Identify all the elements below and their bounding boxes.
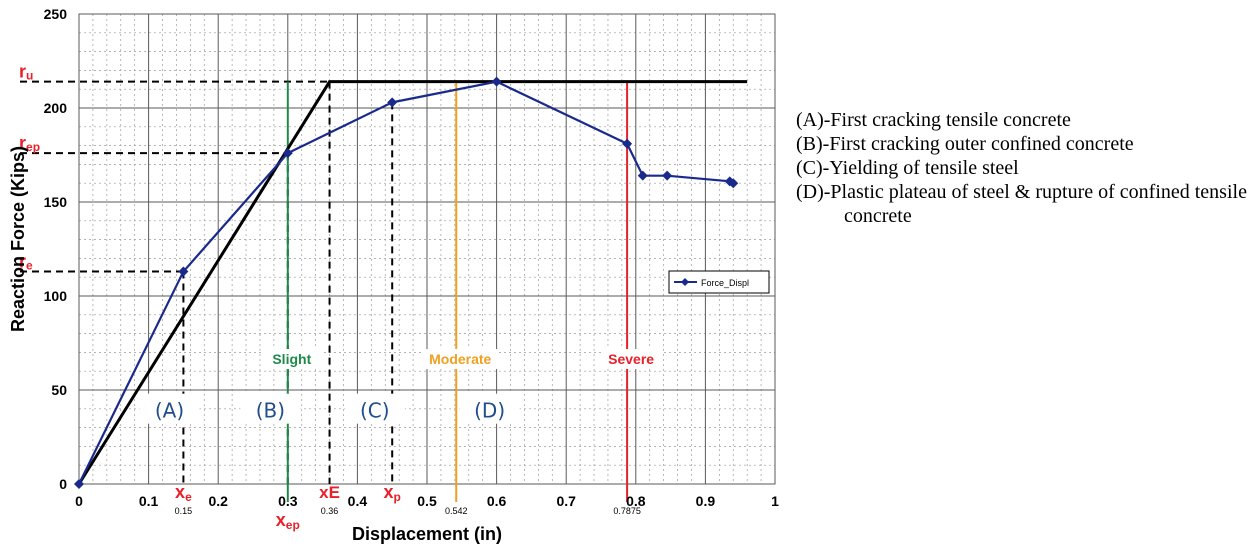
x-tick-label: 0.9 bbox=[696, 493, 716, 509]
y-tick-label: 200 bbox=[44, 100, 68, 116]
x-marker-xE: xE bbox=[319, 483, 340, 502]
damage-label-bg bbox=[422, 349, 499, 370]
data-point bbox=[491, 76, 502, 87]
x-marker-xe: xe bbox=[175, 482, 192, 504]
x-tick-label: 0.3 bbox=[278, 493, 298, 509]
y-tick-label: 100 bbox=[44, 288, 68, 304]
x-marker-xep: xep bbox=[276, 510, 300, 532]
x-tick-label: 0.2 bbox=[208, 493, 228, 509]
damage-label-severe: Severe bbox=[608, 351, 654, 367]
x-tick-label: 0.5 bbox=[417, 493, 437, 509]
y-marker-main: r bbox=[19, 133, 26, 153]
damage-label-bg bbox=[601, 349, 662, 370]
x-marker-sub: e bbox=[185, 490, 192, 504]
x-tick-label: 0.8 bbox=[626, 493, 646, 509]
x-marker-value: 0.36 bbox=[321, 506, 339, 516]
y-marker-sub: e bbox=[26, 259, 33, 273]
x-marker-sub: p bbox=[394, 490, 401, 504]
y-marker-ru: ru bbox=[19, 62, 33, 83]
note-a: (A)-First cracking tensile concrete bbox=[796, 109, 1071, 131]
data-point bbox=[282, 148, 293, 159]
note-c: (C)-Yielding of tensile steel bbox=[796, 157, 1019, 179]
x-tick-label: 0.1 bbox=[139, 493, 159, 509]
region-label: (B) bbox=[256, 399, 285, 423]
y-tick-label: 0 bbox=[59, 476, 67, 492]
y-tick-label: 250 bbox=[44, 6, 68, 22]
data-point bbox=[74, 479, 84, 489]
y-marker-rep: rep bbox=[19, 133, 40, 154]
x-tick-label: 0.4 bbox=[348, 493, 368, 509]
x-marker-main: x bbox=[384, 482, 394, 502]
region-label-bg bbox=[240, 393, 301, 424]
y-marker-sub: ep bbox=[26, 140, 40, 154]
data-point bbox=[178, 266, 189, 277]
x-marker-sub: ep bbox=[286, 518, 300, 532]
tick-labels: 0 0.1 0.2 0.3 0.4 0.5 0.6 0.7 0.8 0.9 1 0 50 100 150 20… bbox=[44, 6, 779, 509]
data-point bbox=[728, 178, 739, 189]
x-tick-label: 0.6 bbox=[487, 493, 507, 509]
x-tick-label: 0.7 bbox=[556, 493, 576, 509]
x-marker-value: 0.15 bbox=[175, 506, 193, 516]
y-tick-label: 50 bbox=[51, 382, 67, 398]
y-marker-main: r bbox=[19, 62, 26, 82]
region-label: (D) bbox=[474, 399, 505, 423]
legend-entry: Force_Displ bbox=[701, 278, 749, 288]
annotation-notes: (A)-First cracking tensile concrete (B)-… bbox=[796, 108, 1256, 228]
data-point bbox=[662, 170, 673, 181]
y-marker-re: re bbox=[19, 252, 33, 273]
legend: Force_Displ bbox=[668, 270, 770, 294]
x-marker-main: x bbox=[175, 482, 185, 502]
x-tick-label: 1 bbox=[771, 493, 779, 509]
minor-grid bbox=[79, 14, 775, 484]
damage-label-bg bbox=[261, 349, 322, 370]
region-label-bg bbox=[459, 393, 520, 424]
x-marker-value: 0.542 bbox=[445, 506, 468, 516]
region-label-bg bbox=[344, 393, 405, 424]
y-axis-label: Reaction Force (Kips) bbox=[8, 146, 28, 332]
force-displacement-chart: Slight Moderate Severe 0 0.1 0.2 0.3 0.4 0.5 0.6… bbox=[8, 6, 779, 544]
y-marker-main: r bbox=[19, 252, 26, 272]
x-marker-xp: xp bbox=[384, 482, 401, 504]
series-line-force-displ bbox=[78, 80, 734, 485]
major-grid bbox=[78, 13, 776, 485]
data-point bbox=[622, 138, 633, 149]
region-label: (C) bbox=[360, 399, 390, 423]
region-label: (A) bbox=[155, 399, 184, 423]
x-marker-main: xE bbox=[319, 483, 340, 502]
series-layer bbox=[74, 76, 748, 489]
x-marker-value: 0.7875 bbox=[613, 506, 641, 516]
y-marker-sub: u bbox=[26, 69, 33, 83]
note-d: (D)-Plastic plateau of steel & rupture o… bbox=[796, 181, 1247, 227]
x-tick-label: 0 bbox=[75, 493, 83, 509]
y-tick-label: 150 bbox=[44, 194, 68, 210]
legend-box bbox=[668, 270, 770, 294]
x-marker-main: x bbox=[276, 510, 286, 530]
damage-label-moderate: Moderate bbox=[429, 351, 491, 367]
note-b: (B)-First cracking outer confined concre… bbox=[796, 133, 1134, 155]
data-point bbox=[637, 170, 648, 181]
legend-swatch-marker bbox=[681, 278, 689, 286]
bilinear-idealization-line bbox=[77, 80, 748, 485]
x-axis-label: Displacement (in) bbox=[352, 524, 502, 544]
damage-label-slight: Slight bbox=[272, 351, 311, 367]
data-point bbox=[387, 97, 398, 108]
region-label-bg bbox=[139, 393, 200, 424]
region-labels: (A) (B) (C) (D) bbox=[139, 393, 520, 424]
